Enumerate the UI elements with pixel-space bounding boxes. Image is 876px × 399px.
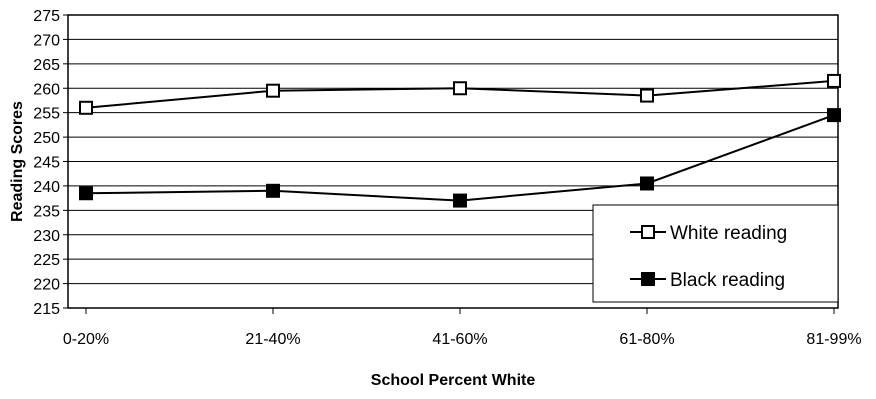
legend-items: White reading Black reading (630, 223, 787, 291)
series-1 (79, 108, 841, 208)
x-axis-ticks: 0-20% 21-40% 41-60% 61-80% 81-99% (63, 308, 862, 348)
data-point (640, 88, 654, 103)
data-point (266, 83, 280, 98)
y-tick-label: 265 (33, 57, 60, 74)
data-point (827, 108, 841, 123)
x-tick-label: 41-60% (432, 331, 487, 348)
series-line (85, 114, 835, 202)
y-tick-label: 215 (33, 301, 60, 318)
x-tick-label: 21-40% (245, 331, 300, 348)
legend-item: White reading (630, 223, 787, 244)
data-point (827, 73, 841, 88)
y-tick-label: 270 (33, 32, 60, 49)
x-tick-label: 81-99% (806, 331, 861, 348)
series-layer (79, 73, 841, 208)
legend-marker (641, 272, 655, 286)
y-tick-label: 230 (33, 228, 60, 245)
y-tick-label: 220 (33, 277, 60, 294)
data-point (640, 176, 654, 191)
legend-marker (641, 225, 655, 239)
y-tick-label: 260 (33, 81, 60, 98)
data-point (453, 81, 467, 96)
y-tick-label: 275 (33, 8, 60, 25)
y-axis-title: Reading Scores (9, 101, 26, 222)
series-0 (79, 73, 841, 115)
y-tick-label: 235 (33, 203, 60, 220)
legend: White reading Black reading (592, 204, 839, 303)
x-tick-label: 0-20% (63, 331, 109, 348)
data-point (453, 193, 467, 208)
data-point (266, 183, 280, 198)
legend-label: White reading (670, 223, 787, 244)
y-tick-label: 245 (33, 155, 60, 172)
y-tick-label: 250 (33, 130, 60, 147)
data-point (79, 186, 93, 201)
y-tick-label: 225 (33, 252, 60, 269)
x-axis-title: School Percent White (371, 372, 536, 389)
y-axis-ticks: 215 220 225 230 235 240 245 250 255 260 265 270 275 (33, 8, 68, 318)
legend-box (592, 204, 839, 303)
y-tick-label: 240 (33, 179, 60, 196)
legend-label: Black reading (670, 270, 785, 291)
x-tick-label: 61-80% (619, 331, 674, 348)
data-point (79, 100, 93, 115)
y-tick-label: 255 (33, 106, 60, 123)
legend-item: Black reading (630, 270, 785, 291)
